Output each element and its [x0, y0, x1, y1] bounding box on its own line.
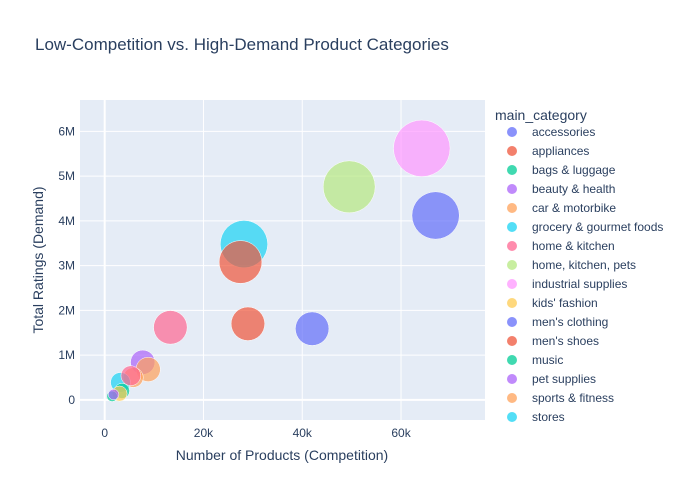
legend-item[interactable]: men's clothing: [507, 315, 608, 329]
data-point-home-kitchen-pets[interactable]: [322, 160, 376, 214]
legend-marker: [507, 279, 517, 289]
legend-item[interactable]: beauty & health: [507, 182, 615, 196]
x-tick-label: 20k: [194, 426, 214, 440]
data-point-pet-supplies[interactable]: [108, 388, 120, 401]
legend-label: pet supplies: [532, 372, 596, 386]
y-tick-label: 5M: [58, 169, 75, 183]
legend-item[interactable]: men's shoes: [507, 334, 599, 348]
legend-item[interactable]: industrial supplies: [507, 277, 627, 291]
legend-label: kids' fashion: [532, 296, 598, 310]
legend-item[interactable]: car & motorbike: [507, 201, 616, 215]
legend-marker: [507, 146, 517, 156]
x-axis-title: Number of Products (Competition): [176, 447, 388, 463]
y-tick-label: 1M: [58, 348, 75, 362]
legend-marker: [507, 165, 517, 175]
legend-title: main_category: [495, 107, 587, 123]
legend-marker: [507, 203, 517, 213]
legend-label: bags & luggage: [532, 163, 616, 177]
legend-label: industrial supplies: [532, 277, 627, 291]
legend-item[interactable]: bags & luggage: [507, 163, 616, 177]
legend-marker: [507, 336, 517, 346]
legend-label: sports & fitness: [532, 391, 614, 405]
data-point-men-s-clothing[interactable]: [295, 311, 330, 346]
legend-marker: [507, 260, 517, 270]
legend-label: music: [532, 353, 563, 367]
legend-marker: [507, 393, 517, 403]
legend-label: grocery & gourmet foods: [532, 220, 663, 234]
legend-marker: [507, 298, 517, 308]
legend-label: car & motorbike: [532, 201, 616, 215]
legend-label: home, kitchen, pets: [532, 258, 636, 272]
legend-label: beauty & health: [532, 182, 615, 196]
y-tick-label: 2M: [58, 303, 75, 317]
legend-marker: [507, 317, 517, 327]
legend-label: men's clothing: [532, 315, 608, 329]
legend-item[interactable]: home, kitchen, pets: [507, 258, 636, 272]
legend-marker: [507, 127, 517, 137]
x-tick-label: 0: [101, 426, 108, 440]
legend-item[interactable]: grocery & gourmet foods: [507, 220, 663, 234]
y-tick-label: 3M: [58, 259, 75, 273]
x-tick-label: 60k: [391, 426, 411, 440]
legend-marker: [507, 355, 517, 365]
legend-item[interactable]: home & kitchen: [507, 239, 615, 253]
data-point-appliances[interactable]: [218, 240, 263, 284]
data-point-home-kitchen[interactable]: [120, 365, 142, 386]
legend-item[interactable]: sports & fitness: [507, 391, 614, 405]
legend-label: accessories: [532, 125, 595, 139]
data-point-accessories[interactable]: [411, 191, 460, 240]
data-point-industrial-supplies[interactable]: [393, 119, 451, 177]
legend-item[interactable]: kids' fashion: [507, 296, 598, 310]
y-tick-label: 0: [68, 393, 75, 407]
legend-label: men's shoes: [532, 334, 599, 348]
y-tick-label: 6M: [58, 124, 75, 138]
legend-item[interactable]: appliances: [507, 144, 589, 158]
legend-item[interactable]: music: [507, 353, 563, 367]
data-point-men-s-shoes[interactable]: [230, 306, 265, 341]
y-axis-title: Total Ratings (Demand): [30, 186, 46, 333]
legend-item[interactable]: stores: [507, 410, 565, 424]
legend-item[interactable]: accessories: [507, 125, 595, 139]
legend: main_category accessories appliances bags …: [495, 107, 663, 424]
tick-labels: 0 20k 40k 60k 0 1M 2M 3M 4M 5M 6M: [58, 124, 411, 440]
legend-marker: [507, 374, 517, 384]
y-tick-label: 4M: [58, 214, 75, 228]
legend-marker: [507, 222, 517, 232]
legend-marker: [507, 184, 517, 194]
legend-label: stores: [532, 410, 565, 424]
legend-item[interactable]: pet supplies: [507, 372, 596, 386]
data-points: [106, 119, 460, 402]
legend-label: home & kitchen: [532, 239, 615, 253]
legend-marker: [507, 412, 517, 422]
legend-label: appliances: [532, 144, 589, 158]
chart-title: Low-Competition vs. High-Demand Product …: [35, 35, 449, 54]
legend-marker: [507, 241, 517, 251]
x-tick-label: 40k: [293, 426, 313, 440]
data-point-home-kitchen[interactable]: [153, 310, 188, 345]
